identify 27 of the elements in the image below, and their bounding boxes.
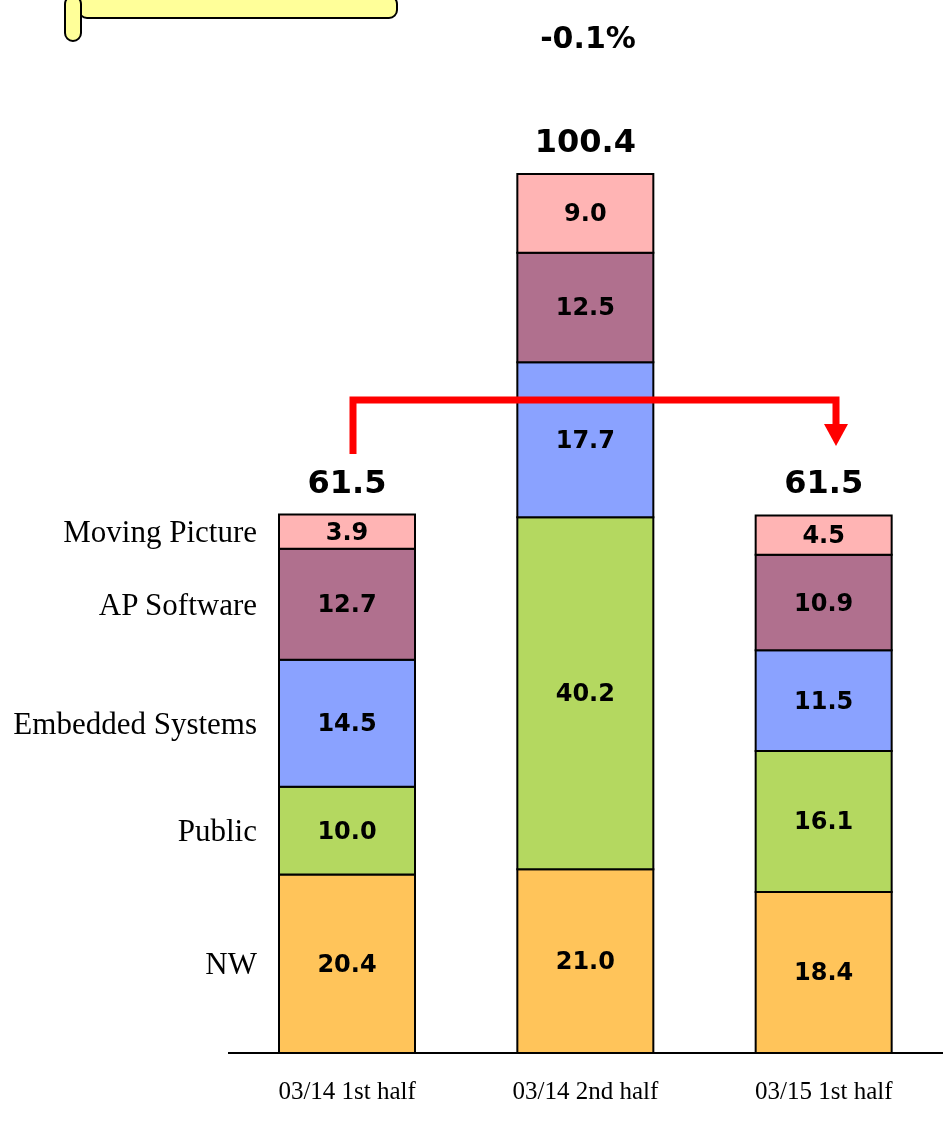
x-tick-label: 03/14 1st half <box>278 1076 417 1104</box>
data-label: 12.7 <box>317 590 377 619</box>
data-label: 14.5 <box>317 709 377 738</box>
series-label: AP Software <box>98 586 257 622</box>
series-label: Embedded Systems <box>13 705 257 741</box>
data-label: 21.0 <box>555 947 615 976</box>
data-label: 10.9 <box>794 588 854 617</box>
data-label: 18.4 <box>794 958 854 987</box>
data-label: 3.9 <box>325 517 369 546</box>
series-label: NW <box>205 946 258 982</box>
total-label: 61.5 <box>307 462 387 501</box>
data-label: 12.5 <box>555 293 615 322</box>
total-label: 61.5 <box>784 463 864 502</box>
data-label: 10.0 <box>317 816 377 845</box>
total-label: 100.4 <box>534 121 636 160</box>
series-label: Moving Picture <box>63 514 257 550</box>
data-label: 20.4 <box>317 949 377 978</box>
x-tick-label: 03/15 1st half <box>755 1076 894 1104</box>
data-label: 11.5 <box>794 686 854 715</box>
series-label: Public <box>177 813 257 849</box>
x-tick-label: 03/14 2nd half <box>512 1076 660 1104</box>
data-label: 17.7 <box>555 425 615 454</box>
data-label: 4.5 <box>802 521 845 550</box>
data-label: 16.1 <box>794 807 854 836</box>
text: -0.1% <box>539 20 637 55</box>
data-label: 9.0 <box>564 199 607 228</box>
data-label: 40.2 <box>555 679 615 708</box>
